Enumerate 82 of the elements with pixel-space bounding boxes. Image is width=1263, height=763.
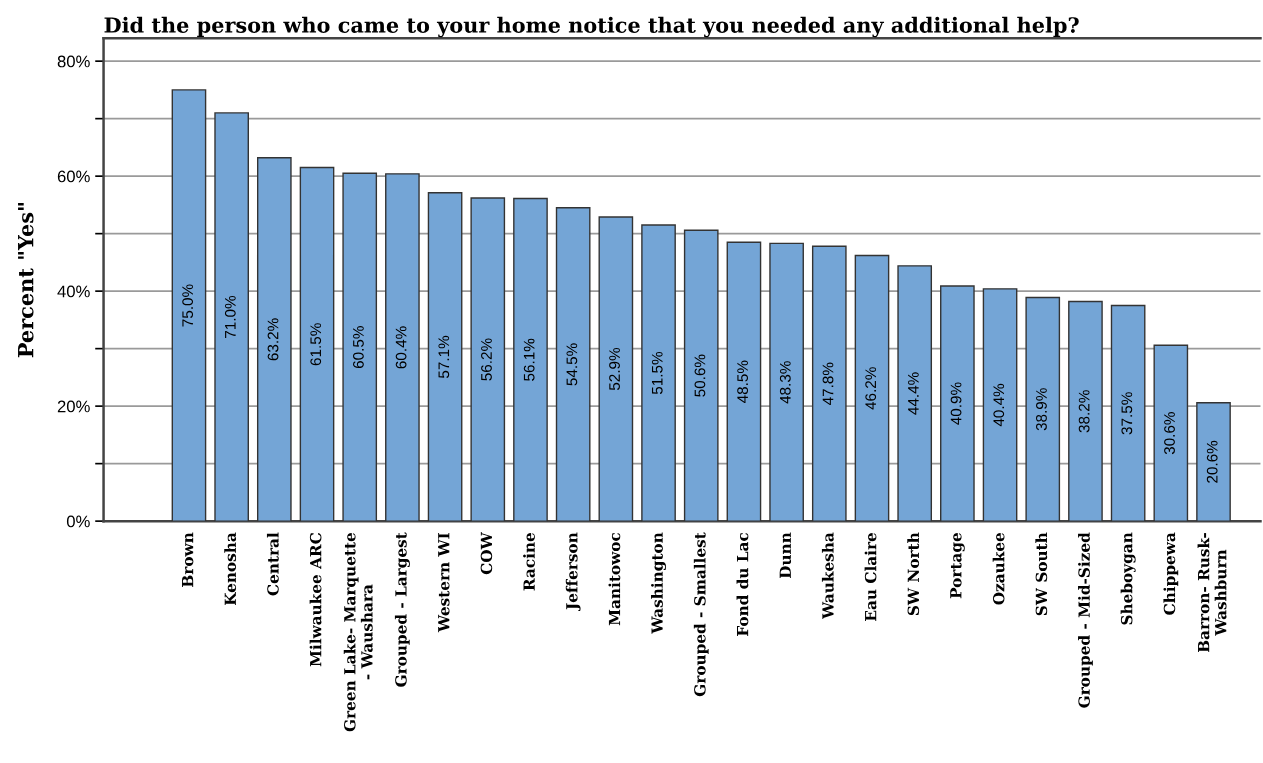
bar bbox=[256, 157, 292, 522]
x-tick-label: Milwaukee ARC bbox=[309, 533, 322, 667]
x-tick-label: Barron- Rusk- Washburn bbox=[1197, 533, 1227, 653]
data-label: 46.2% bbox=[865, 367, 877, 410]
bar bbox=[470, 197, 506, 522]
data-label: 30.6% bbox=[1164, 412, 1175, 455]
data-label: 44.4% bbox=[908, 372, 919, 415]
bar bbox=[427, 192, 463, 522]
bar bbox=[555, 207, 591, 522]
bar bbox=[385, 173, 420, 522]
y-tick-label: 60% bbox=[57, 170, 90, 183]
x-tick-label: Jefferson bbox=[565, 532, 581, 612]
data-label: 52.9% bbox=[609, 347, 620, 391]
x-tick-label: SW South bbox=[1035, 532, 1048, 616]
bar bbox=[854, 254, 890, 522]
data-label: 60.4% bbox=[395, 326, 407, 369]
x-tick-label: Ozaukee bbox=[992, 532, 1005, 605]
x-tick-label: Chippewa bbox=[1163, 532, 1179, 615]
data-label: 47.8% bbox=[822, 362, 834, 406]
data-label: 38.9% bbox=[1036, 388, 1047, 431]
bar bbox=[897, 265, 933, 522]
data-label: 57.1% bbox=[438, 335, 450, 379]
x-tick-label: Western WI bbox=[438, 532, 450, 633]
x-tick-label: Grouped - Mid-Sized bbox=[1078, 532, 1093, 708]
x-tick-label: Portage bbox=[950, 532, 965, 599]
bar bbox=[1025, 296, 1061, 522]
x-tick-label: Waukesha bbox=[821, 532, 834, 620]
data-label: 56.1% bbox=[523, 338, 535, 381]
bar bbox=[1068, 300, 1103, 522]
x-tick-label: COW bbox=[480, 532, 493, 575]
data-label: 56.2% bbox=[481, 338, 492, 381]
data-label: 51.5% bbox=[651, 351, 663, 395]
y-axis-title: Percent "Yes" bbox=[18, 203, 34, 358]
bar bbox=[214, 112, 249, 522]
bar bbox=[769, 242, 804, 522]
data-label: 40.4% bbox=[993, 383, 1005, 427]
data-label: 48.5% bbox=[737, 360, 749, 404]
x-tick-label: Manitowoc bbox=[608, 532, 621, 626]
bar bbox=[683, 229, 719, 522]
data-label: 38.2% bbox=[1078, 390, 1090, 433]
x-tick-label: Green Lake- Marquette - Waushara bbox=[343, 532, 373, 732]
bar bbox=[342, 172, 378, 522]
y-tick-label: 20% bbox=[57, 400, 90, 413]
data-label: 40.9% bbox=[950, 382, 962, 425]
bar bbox=[1110, 304, 1146, 522]
data-label: 37.5% bbox=[1121, 392, 1133, 435]
data-label: 50.6% bbox=[694, 354, 706, 397]
bar bbox=[171, 89, 207, 522]
y-tick-label: 80% bbox=[57, 55, 90, 68]
data-label: 75.0% bbox=[182, 284, 194, 327]
x-tick-label: SW North bbox=[907, 532, 920, 616]
bar bbox=[940, 285, 975, 522]
bar bbox=[641, 224, 676, 522]
data-label: 61.5% bbox=[310, 323, 322, 366]
x-tick-label: Racine bbox=[523, 532, 535, 591]
data-label: 54.5% bbox=[566, 343, 578, 386]
bar bbox=[811, 245, 847, 522]
x-tick-label: Grouped - Smallest bbox=[693, 532, 709, 697]
x-tick-label: Dunn bbox=[779, 532, 792, 579]
data-label: 48.3% bbox=[779, 361, 791, 404]
x-tick-label: Sheboygan bbox=[1120, 532, 1136, 625]
data-label: 60.5% bbox=[352, 326, 364, 369]
x-tick-label: Central bbox=[266, 532, 279, 596]
bar bbox=[299, 166, 335, 522]
bar bbox=[513, 197, 548, 522]
x-tick-label: Eau Claire bbox=[864, 532, 877, 621]
bar bbox=[982, 288, 1018, 522]
x-tick-label: Kenosha bbox=[224, 532, 237, 606]
y-tick-label: 40% bbox=[57, 285, 90, 298]
x-tick-label: Grouped - Largest bbox=[394, 532, 410, 687]
y-tick-label: 0% bbox=[66, 515, 90, 528]
x-tick-label: Fond du Lac bbox=[736, 532, 749, 636]
bar bbox=[726, 241, 762, 522]
bar bbox=[1153, 344, 1189, 522]
x-tick-label: Washington bbox=[651, 532, 667, 634]
x-tick-label: Brown bbox=[182, 532, 194, 587]
bar bbox=[1196, 401, 1231, 522]
bar bbox=[598, 216, 634, 522]
data-label: 20.6% bbox=[1206, 440, 1218, 483]
data-label: 71.0% bbox=[224, 295, 236, 338]
data-label: 63.2% bbox=[267, 318, 279, 361]
chart-title: Did the person who came to your home notice that you needed any additional help? bbox=[104, 16, 1079, 38]
